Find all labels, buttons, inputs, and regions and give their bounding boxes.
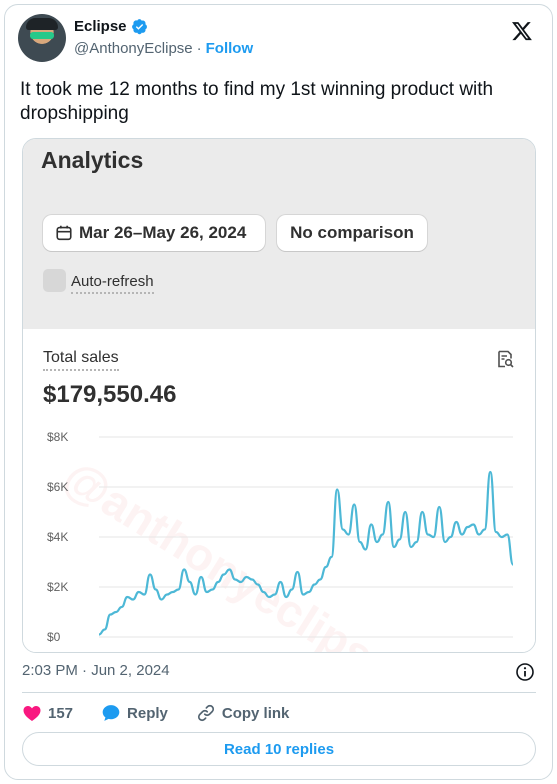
total-sales-panel: @anthonyeclipse Total sales $179,550.46 … — [23, 329, 535, 652]
avatar-hair — [26, 18, 58, 30]
handle-separator: · — [196, 40, 202, 57]
tweet-actions: 157 Reply Copy link — [22, 700, 317, 726]
total-sales-chart: $0 $2K $4K $6K $8K — [47, 430, 515, 644]
auto-refresh-label: Auto-refresh — [71, 273, 154, 294]
reply-label: Reply — [127, 704, 168, 722]
tweet-media-screenshot[interactable]: Analytics Mar 26–May 26, 2024 No compari… — [22, 138, 536, 653]
tweet-text: It took me 12 months to find my 1st winn… — [20, 79, 494, 124]
tweet-header: Eclipse @AnthonyEclipse · Follow — [18, 14, 533, 64]
handle-row: @AnthonyEclipse · Follow — [74, 40, 253, 57]
auto-refresh-checkbox[interactable] — [43, 269, 66, 292]
like-count: 157 — [48, 704, 74, 722]
y-tick-label: $8K — [47, 430, 68, 444]
name-row: Eclipse — [74, 18, 148, 35]
author-handle[interactable]: @AnthonyEclipse — [74, 40, 193, 57]
link-icon — [197, 704, 214, 722]
info-icon[interactable] — [515, 662, 535, 682]
y-tick-label: $4K — [47, 530, 68, 544]
copy-link-label: Copy link — [221, 704, 290, 722]
date-range-button[interactable]: Mar 26–May 26, 2024 — [43, 215, 265, 251]
avatar-glasses — [30, 32, 54, 39]
author-name[interactable]: Eclipse — [74, 18, 127, 35]
sales-series-line — [98, 470, 515, 636]
reply-button[interactable]: Reply — [101, 703, 168, 723]
follow-button[interactable]: Follow — [205, 40, 254, 57]
report-search-icon[interactable] — [495, 349, 515, 369]
divider — [22, 692, 536, 693]
heart-icon — [23, 706, 41, 721]
like-button[interactable]: 157 — [22, 703, 73, 723]
avatar[interactable] — [18, 14, 66, 62]
total-sales-label: Total sales — [43, 349, 119, 371]
analytics-header-panel: Analytics Mar 26–May 26, 2024 No compari… — [23, 139, 535, 329]
copy-link-button[interactable]: Copy link — [196, 703, 290, 723]
y-tick-label: $0 — [47, 630, 61, 644]
analytics-title: Analytics — [41, 147, 144, 173]
tweet-timestamp[interactable]: 2:03 PM · Jun 2, 2024 — [22, 662, 170, 679]
x-logo-icon[interactable] — [511, 20, 533, 42]
calendar-icon — [56, 225, 72, 241]
y-tick-label: $6K — [47, 480, 68, 494]
comparison-label: No comparison — [290, 223, 414, 242]
speech-bubble-icon — [102, 705, 120, 721]
verified-badge-icon — [131, 19, 147, 35]
date-range-label: Mar 26–May 26, 2024 — [79, 223, 247, 242]
total-sales-value: $179,550.46 — [43, 381, 177, 408]
comparison-button[interactable]: No comparison — [277, 215, 427, 251]
read-replies-button[interactable]: Read 10 replies — [22, 732, 536, 766]
y-tick-label: $2K — [47, 580, 68, 594]
